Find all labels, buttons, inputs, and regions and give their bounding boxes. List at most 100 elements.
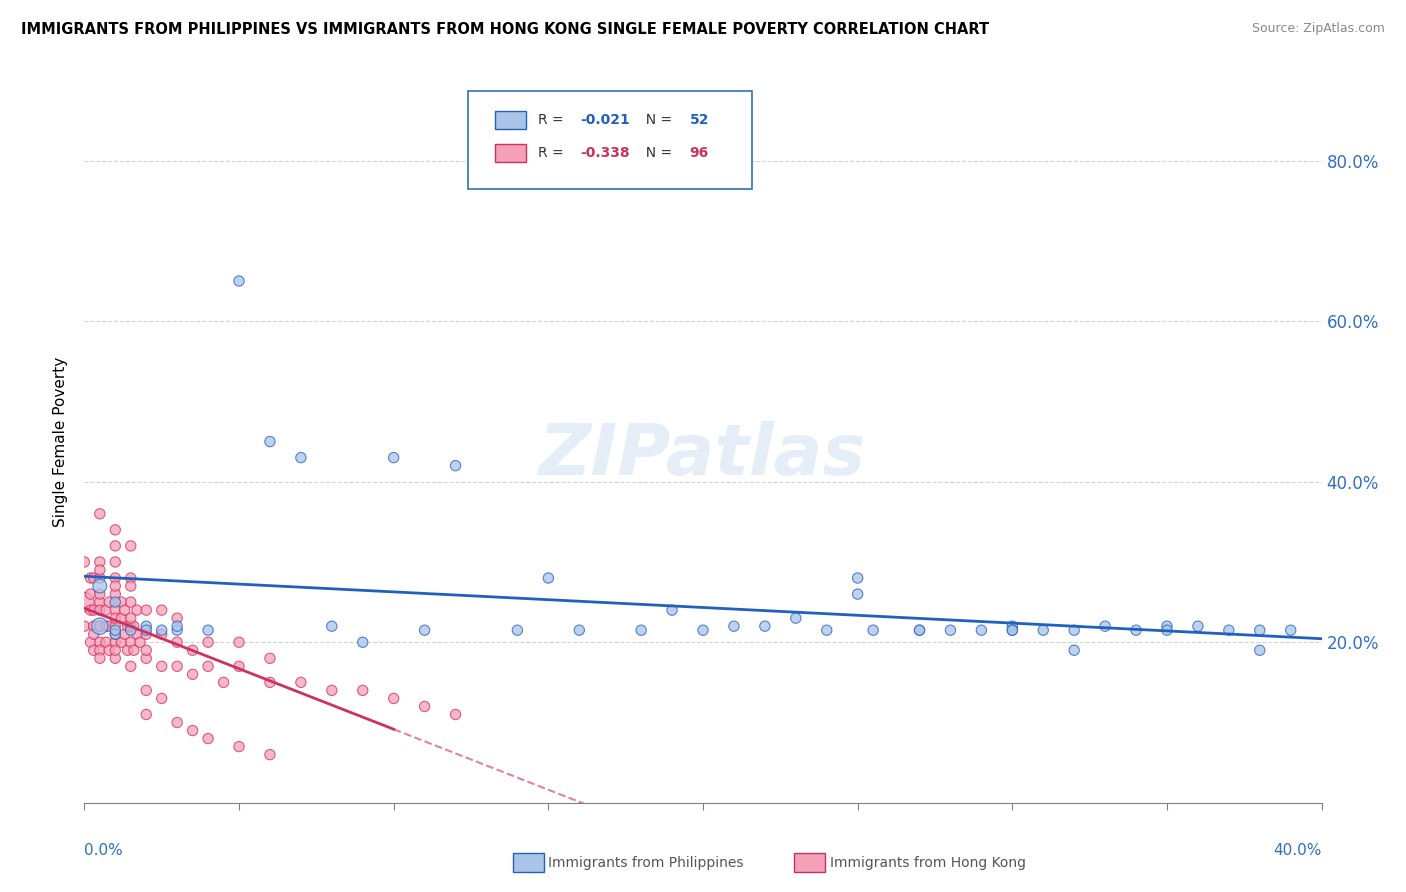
Text: 52: 52 xyxy=(689,113,709,127)
Point xyxy=(125,603,148,617)
Point xyxy=(908,623,931,637)
Point xyxy=(104,623,127,637)
Point xyxy=(120,611,142,625)
Point xyxy=(197,731,219,746)
Point xyxy=(259,747,281,762)
Point xyxy=(89,507,111,521)
Point xyxy=(166,635,188,649)
Point xyxy=(89,619,111,633)
Point xyxy=(122,619,145,633)
Text: 96: 96 xyxy=(689,145,709,160)
Point xyxy=(104,627,127,641)
Point xyxy=(135,627,157,641)
Point xyxy=(94,619,117,633)
Point xyxy=(444,458,467,473)
Point xyxy=(89,571,111,585)
Point xyxy=(89,651,111,665)
Point xyxy=(129,635,152,649)
Point xyxy=(228,739,250,754)
Point xyxy=(79,587,101,601)
Point xyxy=(104,611,127,625)
Point xyxy=(135,707,157,722)
Point xyxy=(1156,619,1178,633)
Point xyxy=(79,635,101,649)
Point xyxy=(321,683,343,698)
Point xyxy=(89,587,111,601)
Point xyxy=(212,675,235,690)
Point xyxy=(94,603,117,617)
Point xyxy=(630,623,652,637)
Point xyxy=(150,627,173,641)
Point xyxy=(568,623,591,637)
Point xyxy=(908,623,931,637)
Point xyxy=(104,555,127,569)
Point xyxy=(104,539,127,553)
Point xyxy=(166,623,188,637)
Point xyxy=(110,611,132,625)
Point xyxy=(89,643,111,657)
Text: R =: R = xyxy=(538,113,568,127)
Point xyxy=(120,635,142,649)
Point xyxy=(661,603,683,617)
Point xyxy=(862,623,884,637)
Point xyxy=(150,623,173,637)
Point xyxy=(83,627,105,641)
Point xyxy=(89,635,111,649)
Point xyxy=(79,603,101,617)
Point xyxy=(228,274,250,288)
Text: -0.338: -0.338 xyxy=(581,145,630,160)
Point xyxy=(120,595,142,609)
Point xyxy=(970,623,993,637)
Point xyxy=(120,539,142,553)
Point xyxy=(83,603,105,617)
Point xyxy=(135,623,157,637)
Text: Immigrants from Philippines: Immigrants from Philippines xyxy=(548,855,744,870)
Point xyxy=(73,619,96,633)
Point xyxy=(89,619,111,633)
Point xyxy=(114,627,136,641)
Point xyxy=(382,450,405,465)
Point xyxy=(104,635,127,649)
Point xyxy=(104,619,127,633)
Text: IMMIGRANTS FROM PHILIPPINES VS IMMIGRANTS FROM HONG KONG SINGLE FEMALE POVERTY C: IMMIGRANTS FROM PHILIPPINES VS IMMIGRANT… xyxy=(21,22,990,37)
Point xyxy=(120,659,142,673)
Point xyxy=(785,611,807,625)
Point xyxy=(135,651,157,665)
Point xyxy=(135,603,157,617)
Point xyxy=(89,603,111,617)
Point xyxy=(197,623,219,637)
Point xyxy=(104,643,127,657)
Point xyxy=(846,587,869,601)
Text: ZIPatlas: ZIPatlas xyxy=(540,422,866,491)
Point xyxy=(1032,623,1054,637)
Point xyxy=(846,571,869,585)
Point xyxy=(321,619,343,633)
Point xyxy=(104,627,127,641)
Point xyxy=(1001,623,1024,637)
Text: Source: ZipAtlas.com: Source: ZipAtlas.com xyxy=(1251,22,1385,36)
Point xyxy=(692,623,714,637)
Point xyxy=(150,659,173,673)
Point xyxy=(104,579,127,593)
Point xyxy=(110,635,132,649)
Point xyxy=(166,715,188,730)
Point xyxy=(382,691,405,706)
Point xyxy=(290,450,312,465)
Point xyxy=(197,659,219,673)
Point xyxy=(98,619,121,633)
Text: -0.021: -0.021 xyxy=(581,113,630,127)
Point xyxy=(89,555,111,569)
Point xyxy=(98,643,121,657)
Point xyxy=(104,651,127,665)
Point xyxy=(104,587,127,601)
Point xyxy=(110,595,132,609)
Point xyxy=(104,603,127,617)
Text: 0.0%: 0.0% xyxy=(84,843,124,857)
Point xyxy=(1249,623,1271,637)
Point xyxy=(1279,623,1302,637)
Point xyxy=(1125,623,1147,637)
Point xyxy=(1249,643,1271,657)
Point xyxy=(228,635,250,649)
Point xyxy=(413,699,436,714)
Text: N =: N = xyxy=(637,113,676,127)
